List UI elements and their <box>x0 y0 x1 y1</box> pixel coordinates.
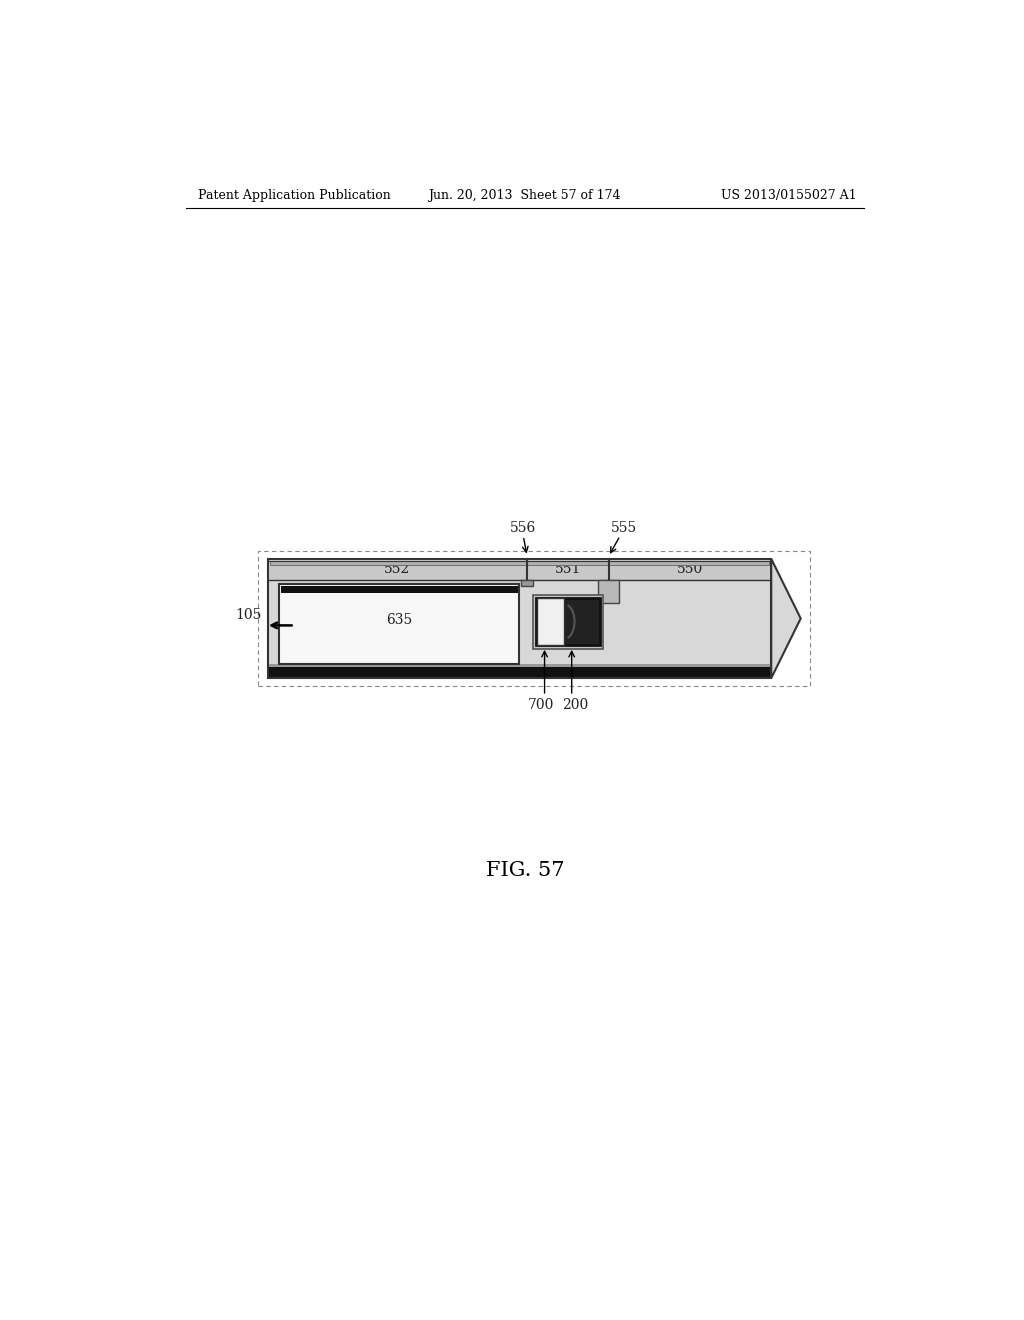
Bar <box>521 581 534 586</box>
Text: 635: 635 <box>386 614 413 627</box>
Text: 552: 552 <box>384 562 411 576</box>
Bar <box>537 598 564 644</box>
Bar <box>532 594 603 648</box>
Bar <box>270 561 769 565</box>
Text: Jun. 20, 2013  Sheet 57 of 174: Jun. 20, 2013 Sheet 57 of 174 <box>429 189 621 202</box>
Bar <box>269 664 770 668</box>
Text: 556: 556 <box>510 521 537 535</box>
Bar <box>536 598 600 645</box>
Text: 700: 700 <box>527 698 554 711</box>
Text: Patent Application Publication: Patent Application Publication <box>198 189 390 202</box>
Bar <box>281 586 518 594</box>
Bar <box>269 668 770 677</box>
Bar <box>258 552 810 686</box>
Text: 220: 220 <box>535 615 561 628</box>
Text: 551: 551 <box>555 562 581 576</box>
Text: US 2013/0155027 A1: US 2013/0155027 A1 <box>721 189 856 202</box>
Bar <box>280 585 519 664</box>
Bar <box>267 558 771 678</box>
Text: 105: 105 <box>234 607 261 622</box>
Polygon shape <box>771 558 801 678</box>
Bar <box>269 561 770 581</box>
Bar <box>598 581 620 603</box>
Text: 555: 555 <box>611 521 637 535</box>
Text: FIG. 57: FIG. 57 <box>485 861 564 880</box>
Text: 200: 200 <box>562 698 589 711</box>
Text: 550: 550 <box>677 562 703 576</box>
